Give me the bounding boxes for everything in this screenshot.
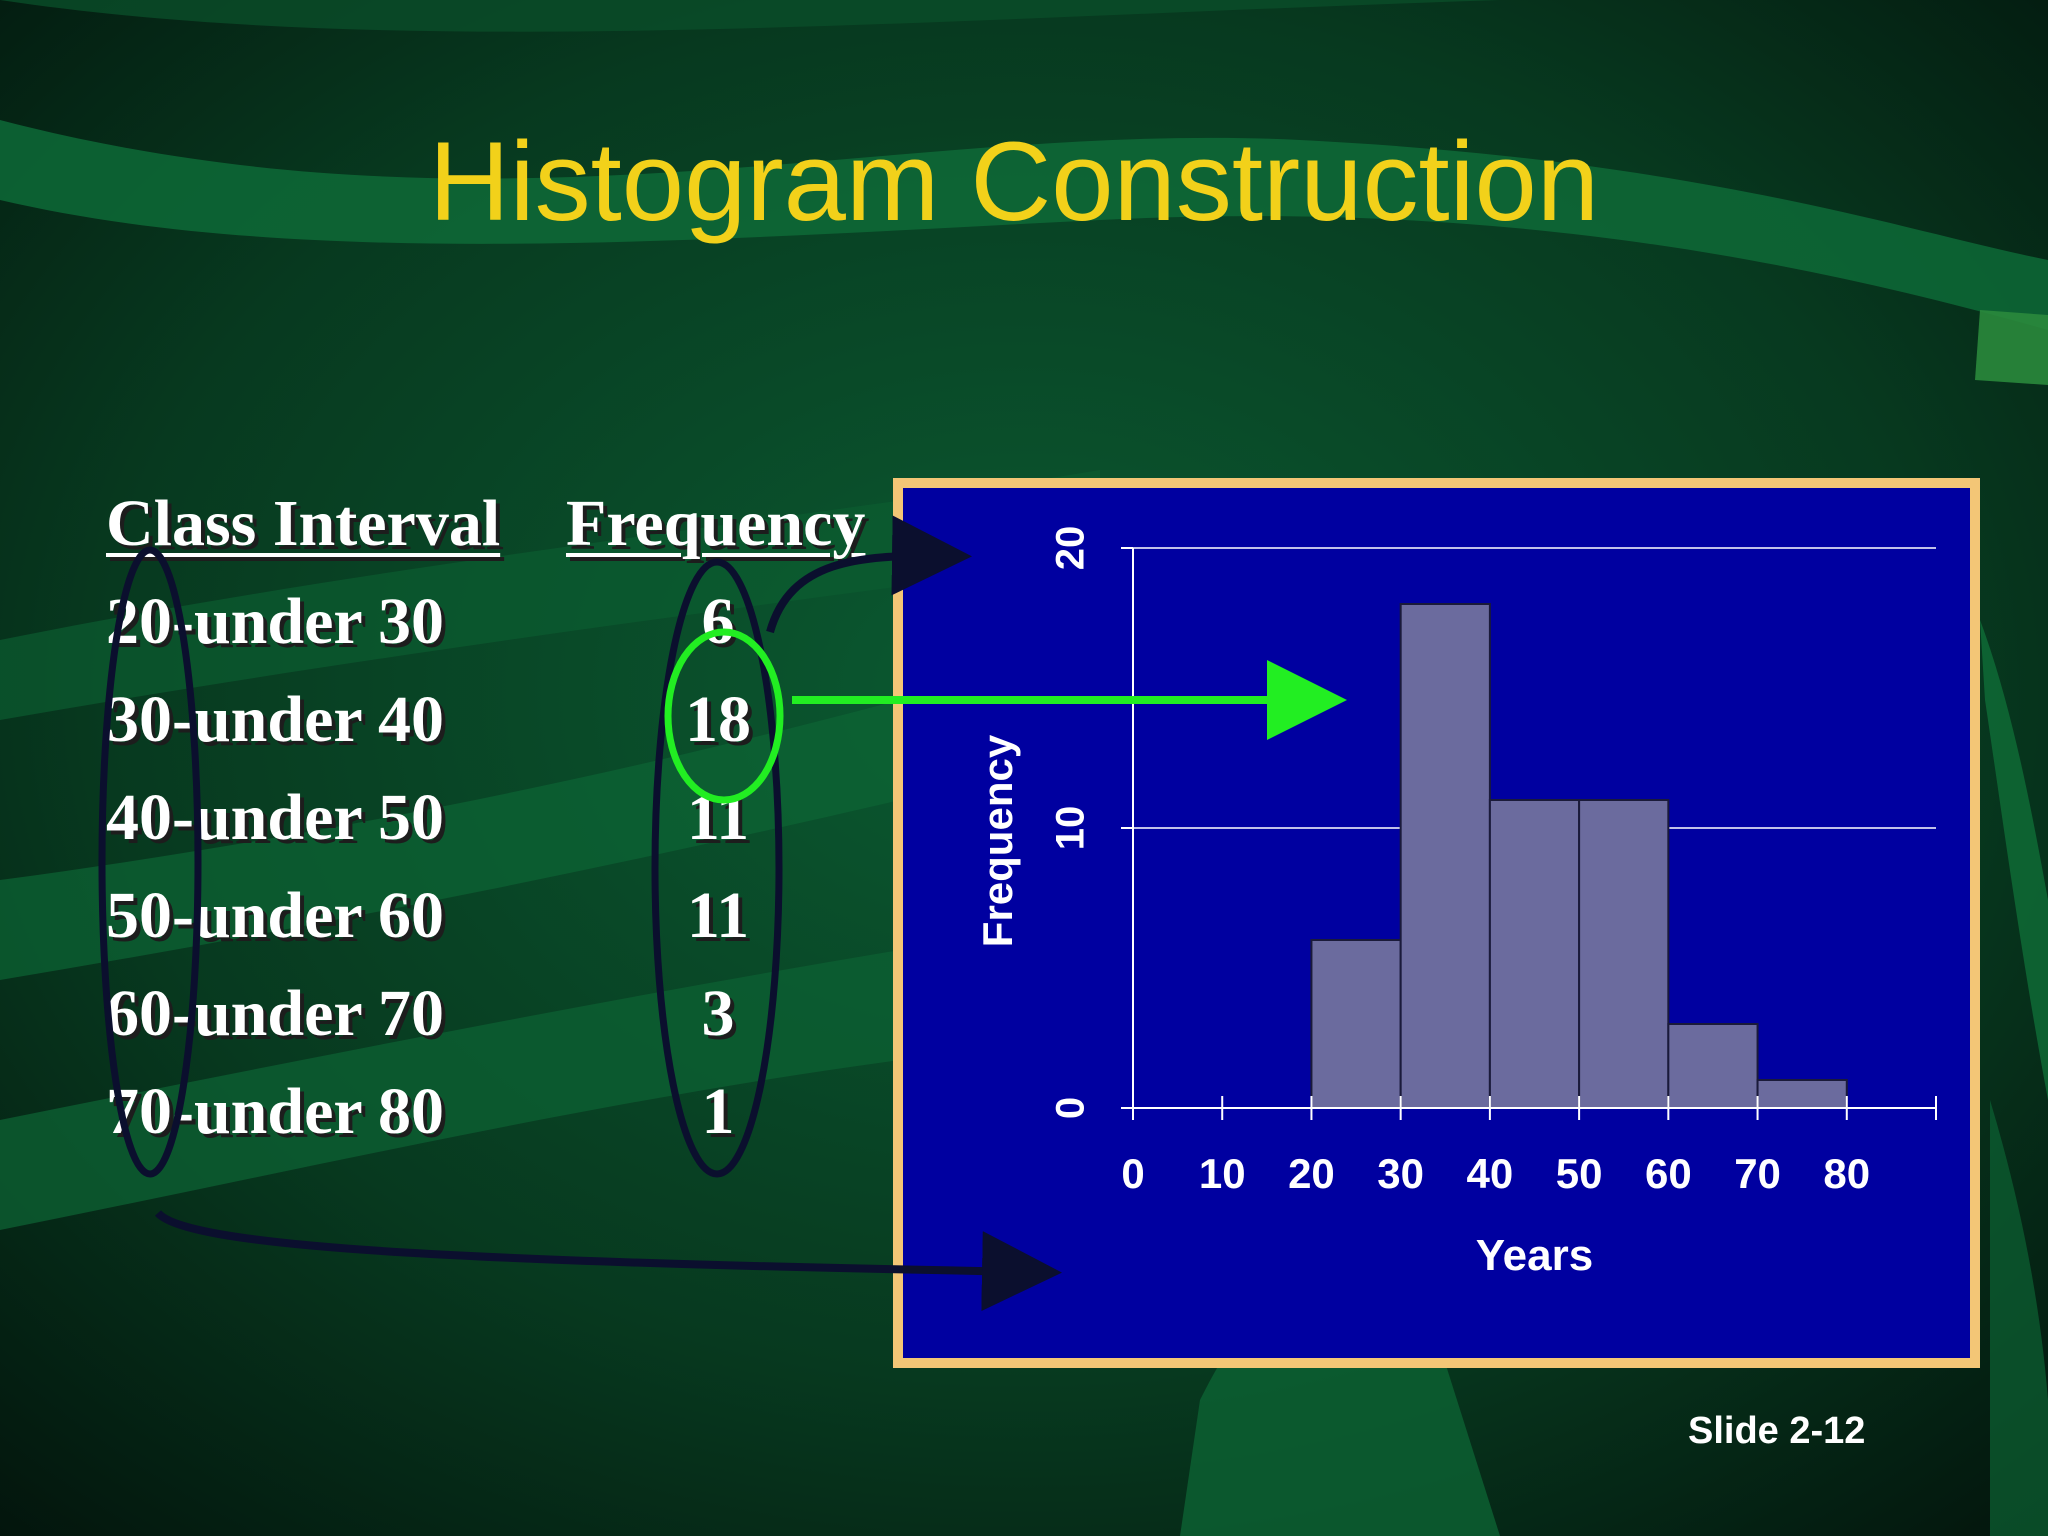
x-tick-label: 10: [1199, 1150, 1246, 1197]
x-tick-label: 30: [1377, 1150, 1424, 1197]
frequency-cell: 6: [701, 585, 735, 658]
histogram-bar: [1756, 1079, 1848, 1109]
histogram-bar: [1399, 603, 1491, 1109]
y-tick-label: 10: [1049, 806, 1093, 851]
frequency-cell: 11: [686, 781, 750, 854]
interval-cell: 30-under 40: [106, 683, 444, 756]
interval-cell: 20-under 30: [106, 585, 444, 658]
y-tick-label: 0: [1049, 1097, 1093, 1119]
interval-cell: 60-under 70: [106, 977, 444, 1050]
slide-title: Histogram Construction: [428, 119, 1600, 244]
frequency-cell: 11: [686, 879, 750, 952]
y-tick-label: 20: [1049, 526, 1093, 571]
histogram-bar: [1667, 1023, 1759, 1109]
x-tick-label: 70: [1734, 1150, 1781, 1197]
histogram-bar: [1488, 799, 1581, 1109]
x-axis-title: Years: [1476, 1231, 1593, 1280]
column-header-class-interval: Class Interval: [106, 487, 501, 560]
histogram-bar: [1310, 939, 1402, 1109]
x-tick-label: 0: [1121, 1150, 1144, 1197]
x-tick-label: 40: [1467, 1150, 1514, 1197]
x-tick-label: 60: [1645, 1150, 1692, 1197]
frequency-cell: 3: [701, 977, 735, 1050]
frequency-cell: 1: [701, 1075, 735, 1148]
interval-cell: 50-under 60: [106, 879, 444, 952]
x-tick-label: 80: [1823, 1150, 1870, 1197]
interval-cell: 40-under 50: [106, 781, 444, 854]
column-header-frequency: Frequency: [566, 487, 866, 560]
x-tick-label: 20: [1288, 1150, 1335, 1197]
histogram-chart-panel: 0 10 20 30 40 50 60 70 80 0 10 20 Years Frequency: [893, 478, 1980, 1368]
y-axis-title: Frequency: [974, 734, 1021, 947]
frequency-cell-highlighted: 18: [685, 683, 751, 756]
x-tick-label: 50: [1556, 1150, 1603, 1197]
histogram-chart: 0 10 20 30 40 50 60 70 80 0 10 20 Years Frequency: [974, 526, 1937, 1280]
histogram-bar: [1578, 799, 1670, 1109]
interval-cell: 70-under 80: [106, 1075, 444, 1148]
slide-number: Slide 2-12: [1688, 1410, 1866, 1452]
